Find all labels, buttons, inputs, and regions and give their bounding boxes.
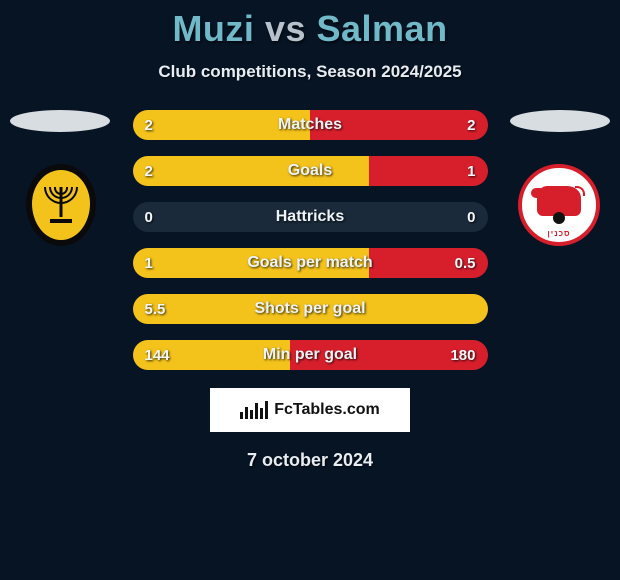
stat-label: Goals [133, 156, 488, 186]
stat-label: Min per goal [133, 340, 488, 370]
brand-chart-icon [240, 401, 268, 419]
club-crest-left [18, 162, 104, 248]
brand-text: FcTables.com [274, 401, 380, 419]
stat-value-left: 2 [145, 156, 153, 186]
stat-value-left: 1 [145, 248, 153, 278]
stat-value-left: 2 [145, 110, 153, 140]
player1-name: Muzi [172, 8, 254, 49]
stat-row: Goals2 1 [133, 156, 488, 186]
stat-row: Min per goal144 180 [133, 340, 488, 370]
crest-left-badge [26, 164, 96, 246]
stat-bars: Matches22Goals21Hattricks00Goals per mat… [133, 110, 488, 370]
stat-row: Shots per goal5.5 [133, 294, 488, 324]
menorah-base [50, 219, 72, 223]
stat-value-left: 5.5 [145, 294, 166, 324]
ball-icon [553, 212, 565, 224]
stat-value-right: 180 [450, 340, 475, 370]
stat-row: Matches2 2 [133, 110, 488, 140]
flag-left [10, 110, 110, 132]
stat-row: Hattricks0 0 [133, 202, 488, 232]
comparison-subtitle: Club competitions, Season 2024/2025 [0, 62, 620, 82]
vs-text: vs [265, 8, 306, 49]
player2-name: Salman [317, 8, 448, 49]
stat-value-right: 2 [467, 110, 475, 140]
stat-value-right: 1 [467, 156, 475, 186]
crest-left-inner [32, 170, 90, 240]
stat-label: Matches [133, 110, 488, 140]
footer-date: 7 october 2024 [0, 450, 620, 471]
crest-right-label: סכנין [522, 229, 596, 238]
comparison-arena: סכנין Matches22Goals21Hattricks00Goals p… [0, 110, 620, 370]
stat-row: Goals per match1 0.5 [133, 248, 488, 278]
stat-value-left: 144 [145, 340, 170, 370]
stat-value-right: 0 [467, 202, 475, 232]
flag-right [510, 110, 610, 132]
stat-label: Goals per match [133, 248, 488, 278]
stat-label: Shots per goal [133, 294, 488, 324]
club-crest-right: סכנין [516, 162, 602, 248]
stat-value-right: 0.5 [455, 248, 476, 278]
footer-brand-badge: FcTables.com [210, 388, 410, 432]
menorah-icon [42, 187, 80, 217]
stat-label: Hattricks [133, 202, 488, 232]
crest-right-badge: סכנין [518, 164, 600, 246]
comparison-title: Muzi vs Salman [0, 0, 620, 50]
stat-value-left: 0 [145, 202, 153, 232]
